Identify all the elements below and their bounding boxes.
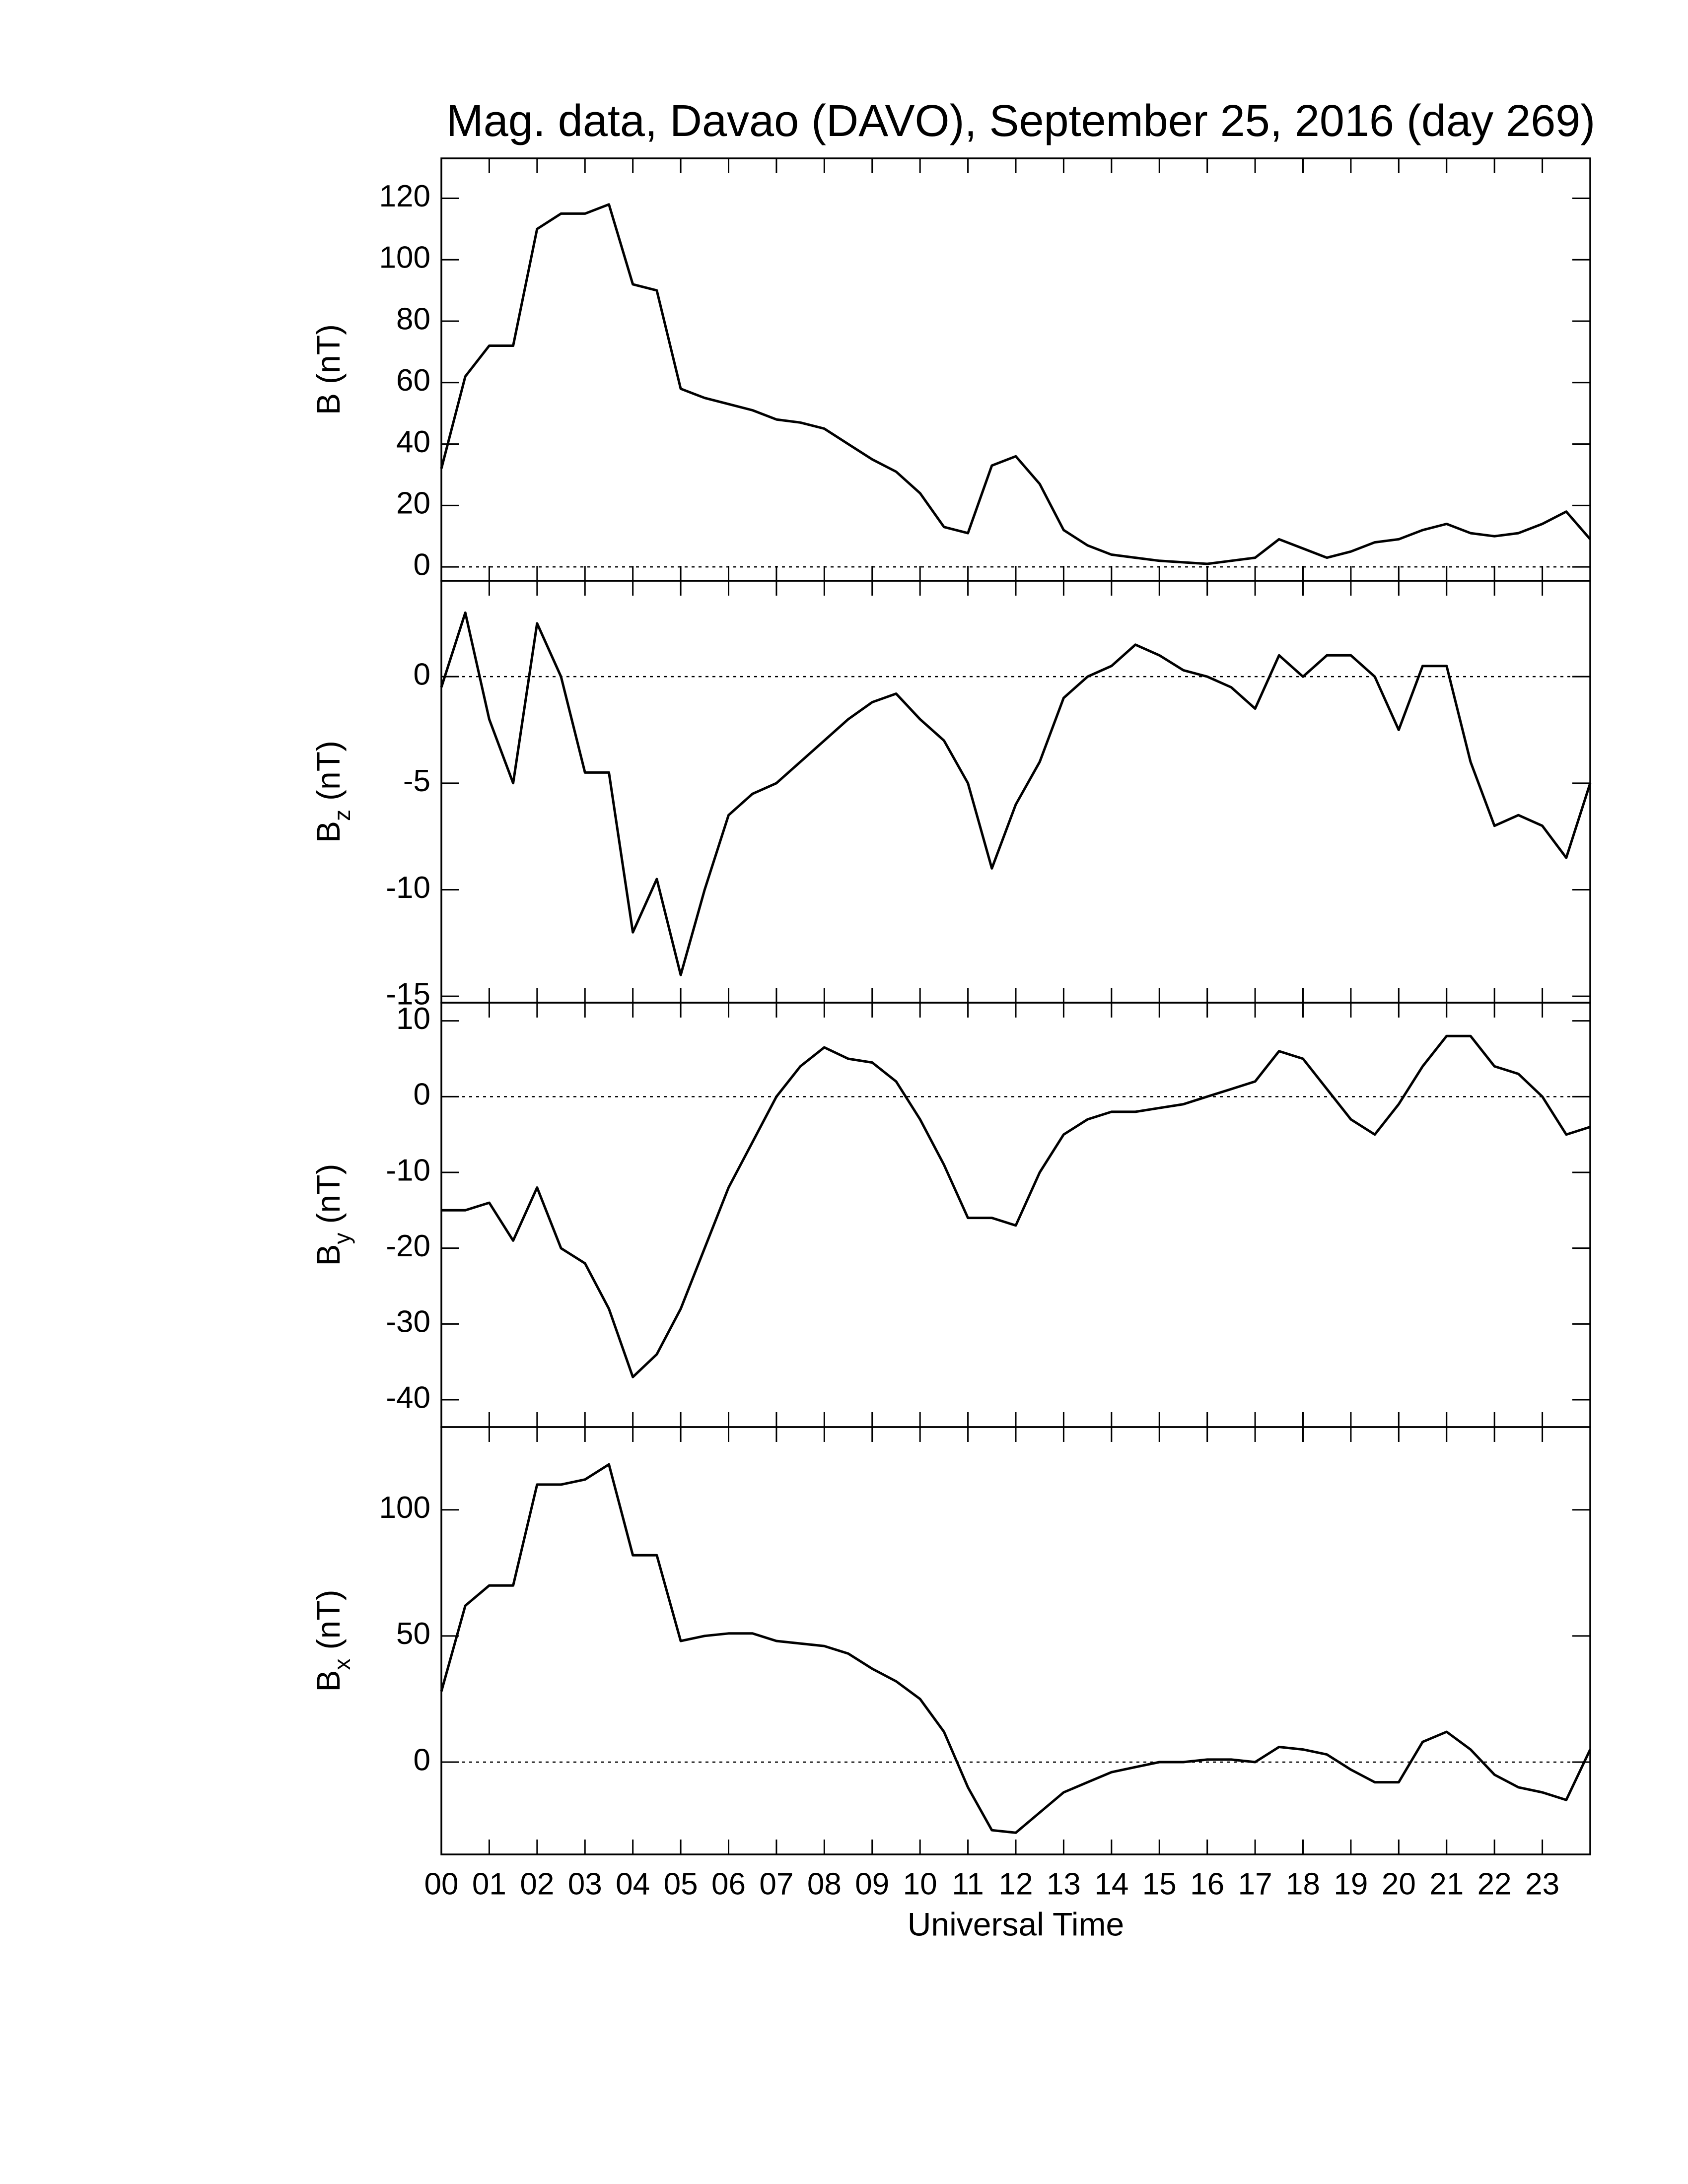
y-axis-unit: (nT): [310, 1163, 347, 1224]
y-tick-label: 0: [414, 658, 430, 692]
y-tick-label: -20: [386, 1229, 430, 1263]
x-tick-label: 11: [952, 1867, 984, 1901]
x-tick-label: 22: [1477, 1867, 1512, 1901]
y-tick-label: 40: [396, 425, 430, 459]
y-tick-label: -30: [386, 1305, 430, 1339]
data-line: [440, 203, 1591, 565]
y-axis-symbol: B: [310, 393, 347, 415]
y-tick-label: -10: [386, 871, 430, 905]
x-tick-label: 12: [999, 1867, 1033, 1901]
y-axis-label: Bx (nT): [310, 1589, 355, 1692]
x-tick-label: 09: [855, 1867, 889, 1901]
y-tick-label: 0: [414, 1078, 430, 1112]
y-tick-label: -15: [386, 977, 430, 1011]
y-tick-label: 80: [396, 302, 430, 336]
data-line: [441, 1034, 1591, 1378]
x-tick-label: 20: [1382, 1867, 1416, 1901]
x-tick-label: 19: [1334, 1867, 1368, 1901]
y-axis-subscript: x: [329, 1658, 355, 1670]
x-tick-label: 13: [1047, 1867, 1081, 1901]
y-tick-label: 0: [414, 1743, 430, 1777]
x-tick-label: 14: [1094, 1867, 1128, 1901]
y-axis-label: Bz (nT): [310, 741, 355, 843]
x-tick-label: 06: [711, 1867, 746, 1901]
y-axis-symbol: B: [310, 1244, 347, 1266]
y-axis-unit: (nT): [310, 741, 347, 801]
x-tick-label: 15: [1142, 1867, 1177, 1901]
plot-frame: [440, 1426, 1591, 1855]
x-tick-label: 21: [1429, 1867, 1464, 1901]
data-line: [440, 1463, 1592, 1834]
y-tick-label: 100: [379, 241, 430, 275]
x-tick-label: 23: [1525, 1867, 1559, 1901]
y-axis-subscript: y: [329, 1232, 355, 1244]
y-tick-label: 120: [379, 179, 430, 213]
y-tick-label: -5: [403, 764, 430, 798]
x-tick-label: 17: [1238, 1867, 1272, 1901]
y-axis-label: B (nT): [310, 324, 347, 415]
x-tick-label: 04: [616, 1867, 650, 1901]
x-tick-label: 10: [903, 1867, 937, 1901]
x-tick-label: 05: [664, 1867, 698, 1901]
y-tick-label: 100: [379, 1491, 430, 1525]
y-tick-label: -10: [386, 1153, 430, 1187]
y-tick-label: 0: [414, 548, 430, 582]
x-tick-label: 01: [472, 1867, 506, 1901]
x-tick-label: 03: [568, 1867, 602, 1901]
x-tick-label: 18: [1286, 1867, 1320, 1901]
y-tick-label: 60: [396, 363, 430, 398]
x-tick-label: 02: [520, 1867, 554, 1901]
y-axis-unit: (nT): [310, 1589, 347, 1649]
y-tick-label: -40: [386, 1380, 430, 1415]
chart-title: Mag. data, Davao (DAVO), September 25, 2…: [446, 96, 1596, 146]
data-line: [440, 611, 1592, 976]
y-tick-label: 20: [396, 486, 430, 521]
y-axis-symbol: B: [310, 821, 347, 843]
y-tick-label: 50: [396, 1617, 430, 1651]
x-tick-label: 00: [424, 1867, 459, 1901]
y-axis-label: By (nT): [310, 1163, 355, 1266]
x-tick-label: 08: [807, 1867, 842, 1901]
x-tick-label: 16: [1190, 1867, 1224, 1901]
x-tick-label: 07: [759, 1867, 793, 1901]
y-tick-label: 10: [396, 1002, 430, 1036]
x-axis-label: Universal Time: [908, 1906, 1124, 1942]
y-axis-subscript: z: [329, 810, 355, 821]
y-axis-symbol: B: [310, 1670, 347, 1692]
y-axis-unit: (nT): [310, 324, 347, 384]
